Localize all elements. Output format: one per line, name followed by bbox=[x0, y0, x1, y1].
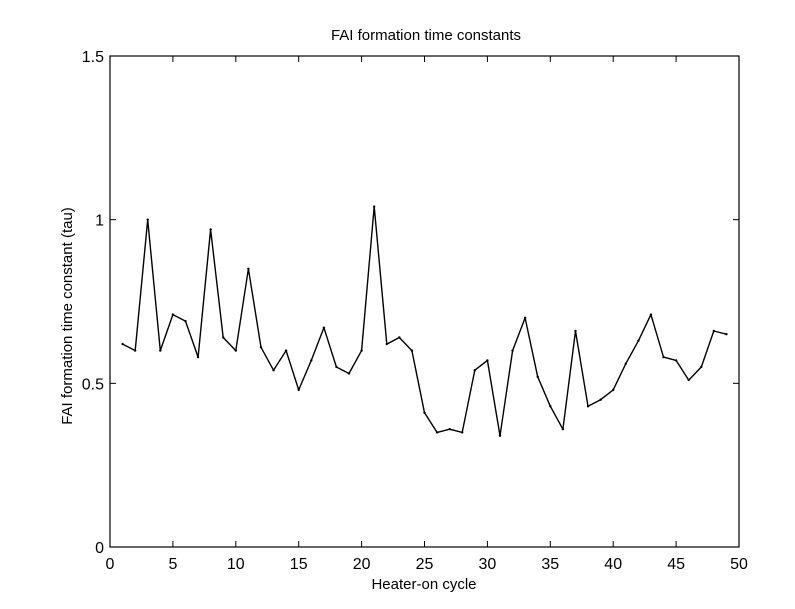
data-point bbox=[461, 431, 464, 434]
series-line bbox=[122, 205, 727, 437]
data-point bbox=[523, 316, 527, 320]
x-tick-label: 45 bbox=[667, 556, 685, 573]
data-point bbox=[712, 329, 716, 333]
x-tick-label: 25 bbox=[416, 556, 434, 573]
data-point bbox=[498, 434, 502, 437]
x-tick-label: 35 bbox=[541, 556, 559, 573]
y-axis: 0 0.5 1 1.5 bbox=[82, 49, 739, 557]
data-point bbox=[486, 359, 489, 362]
data-point bbox=[599, 398, 602, 401]
y-tick-label: 1.5 bbox=[82, 49, 104, 66]
data-point bbox=[511, 349, 514, 352]
data-point bbox=[398, 336, 401, 339]
data-point bbox=[574, 329, 577, 333]
data-point bbox=[234, 349, 237, 352]
data-point bbox=[297, 388, 300, 392]
x-axis-label: Heater-on cycle bbox=[371, 576, 476, 593]
data-point bbox=[184, 319, 187, 323]
data-point bbox=[222, 336, 225, 339]
data-point bbox=[637, 339, 640, 342]
x-tick-label: 15 bbox=[290, 556, 308, 573]
x-tick-label: 20 bbox=[353, 556, 371, 573]
data-point bbox=[561, 427, 565, 431]
data-point bbox=[372, 205, 376, 208]
x-tick-label: 50 bbox=[730, 556, 748, 573]
y-tick-label: 1 bbox=[95, 213, 104, 230]
data-point bbox=[448, 427, 451, 431]
x-tick-label: 10 bbox=[227, 556, 245, 573]
data-point bbox=[322, 326, 326, 329]
data-point bbox=[385, 342, 388, 346]
data-point bbox=[159, 349, 162, 352]
x-tick-label: 40 bbox=[604, 556, 622, 573]
data-point bbox=[310, 359, 313, 362]
data-point bbox=[410, 349, 414, 352]
data-point bbox=[284, 349, 288, 352]
y-tick-label: 0 bbox=[95, 540, 104, 557]
chart-title: FAI formation time constants bbox=[331, 27, 521, 44]
data-point bbox=[612, 388, 615, 392]
data-point bbox=[133, 349, 137, 352]
data-point bbox=[624, 362, 627, 365]
data-point bbox=[586, 405, 590, 408]
plot-frame bbox=[109, 55, 740, 548]
data-point bbox=[423, 411, 426, 414]
x-tick-label: 0 bbox=[106, 556, 115, 573]
x-axis: 0 5 10 15 20 25 30 35 40 45 50 bbox=[106, 56, 748, 573]
y-tick-label: 0.5 bbox=[82, 376, 104, 393]
data-point bbox=[662, 355, 665, 359]
series-points bbox=[121, 205, 728, 437]
data-point bbox=[687, 378, 690, 382]
x-tick-label: 30 bbox=[479, 556, 497, 573]
data-point bbox=[435, 431, 439, 434]
data-point bbox=[335, 365, 338, 369]
data-point bbox=[247, 267, 250, 270]
data-point bbox=[121, 342, 124, 346]
data-point bbox=[360, 349, 363, 352]
data-point bbox=[700, 365, 703, 369]
data-point bbox=[209, 228, 212, 231]
data-point bbox=[171, 313, 175, 316]
data-point bbox=[347, 372, 351, 375]
data-point bbox=[259, 346, 263, 349]
data-point bbox=[196, 355, 200, 359]
data-point bbox=[549, 405, 552, 408]
data-point bbox=[725, 333, 728, 336]
data-point bbox=[536, 375, 539, 378]
data-point bbox=[649, 313, 653, 316]
data-point bbox=[146, 218, 149, 221]
data-point bbox=[272, 369, 275, 372]
data-point bbox=[674, 359, 678, 362]
x-tick-label: 5 bbox=[168, 556, 177, 573]
y-axis-label: FAI formation time constant (tau) bbox=[59, 207, 76, 425]
data-point bbox=[473, 369, 477, 372]
